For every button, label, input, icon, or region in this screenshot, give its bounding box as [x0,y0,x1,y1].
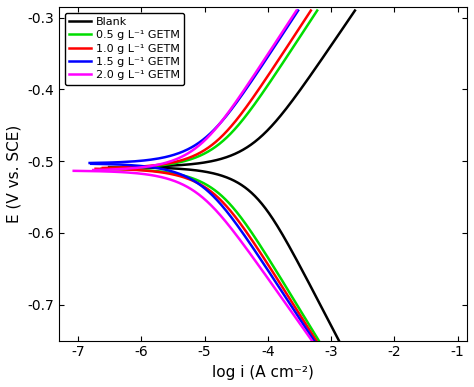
Blank [292,94,298,99]
1.5 g L⁻¹ GETM [204,134,210,139]
1.0 g L⁻¹ GETM [100,166,106,170]
Blank [344,20,350,25]
0.5 g L⁻¹ GETM [223,136,228,141]
1.0 g L⁻¹ GETM [217,136,222,141]
2.0 g L⁻¹ GETM [212,127,218,132]
1.5 g L⁻¹ GETM [277,36,283,40]
Line: 1.5 g L⁻¹ GETM: 1.5 g L⁻¹ GETM [90,10,298,163]
1.0 g L⁻¹ GETM [240,110,246,114]
X-axis label: log i (A cm⁻²): log i (A cm⁻²) [212,365,314,380]
1.0 g L⁻¹ GETM [276,57,282,61]
Line: 0.5 g L⁻¹ GETM: 0.5 g L⁻¹ GETM [109,10,317,168]
Blank [352,8,358,13]
1.0 g L⁻¹ GETM [234,118,239,122]
1.5 g L⁻¹ GETM [234,99,240,104]
Legend: Blank, 0.5 g L⁻¹ GETM, 1.0 g L⁻¹ GETM, 1.5 g L⁻¹ GETM, 2.0 g L⁻¹ GETM: Blank, 0.5 g L⁻¹ GETM, 1.0 g L⁻¹ GETM, 1… [65,12,184,85]
Line: Blank: Blank [127,10,355,167]
Y-axis label: E (V vs. SCE): E (V vs. SCE) [7,125,22,223]
2.0 g L⁻¹ GETM [293,8,299,13]
2.0 g L⁻¹ GETM [211,128,217,133]
0.5 g L⁻¹ GETM [106,166,111,170]
Line: 1.0 g L⁻¹ GETM: 1.0 g L⁻¹ GETM [103,10,311,168]
2.0 g L⁻¹ GETM [250,74,256,79]
Blank [270,123,275,127]
Blank [319,56,325,61]
1.5 g L⁻¹ GETM [295,8,301,13]
1.5 g L⁻¹ GETM [268,50,274,54]
0.5 g L⁻¹ GETM [283,57,288,61]
Blank [124,164,130,169]
0.5 g L⁻¹ GETM [240,118,246,122]
1.0 g L⁻¹ GETM [191,153,197,158]
0.5 g L⁻¹ GETM [257,94,263,98]
1.5 g L⁻¹ GETM [233,101,238,106]
0.5 g L⁻¹ GETM [198,153,203,158]
0.5 g L⁻¹ GETM [246,110,252,114]
1.0 g L⁻¹ GETM [251,94,257,98]
0.5 g L⁻¹ GETM [314,8,320,13]
2.0 g L⁻¹ GETM [91,168,96,172]
Line: 2.0 g L⁻¹ GETM: 2.0 g L⁻¹ GETM [93,10,296,170]
Blank [323,50,329,55]
2.0 g L⁻¹ GETM [215,124,220,129]
1.5 g L⁻¹ GETM [87,161,92,165]
2.0 g L⁻¹ GETM [216,122,222,127]
1.0 g L⁻¹ GETM [308,8,314,13]
2.0 g L⁻¹ GETM [168,159,173,164]
1.5 g L⁻¹ GETM [283,28,288,33]
Blank [214,158,219,163]
